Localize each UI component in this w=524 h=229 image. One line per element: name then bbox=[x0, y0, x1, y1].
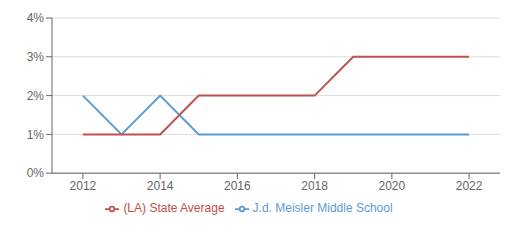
svg-text:2020: 2020 bbox=[379, 179, 406, 193]
svg-text:2012: 2012 bbox=[70, 179, 97, 193]
svg-text:2014: 2014 bbox=[147, 179, 174, 193]
svg-text:2016: 2016 bbox=[224, 179, 251, 193]
html-text:(LA) State Average: (LA) State Average bbox=[123, 201, 225, 216]
svg-text:2018: 2018 bbox=[301, 179, 328, 193]
svg-text:3%: 3% bbox=[27, 50, 45, 64]
html-text:J.d. Meisler Middle School: J.d. Meisler Middle School bbox=[252, 201, 393, 216]
svg-text:1%: 1% bbox=[27, 128, 45, 142]
svg-text:4%: 4% bbox=[27, 11, 45, 25]
svg-text:2%: 2% bbox=[27, 89, 45, 103]
svg-text:2022: 2022 bbox=[456, 179, 483, 193]
svg-text:0%: 0% bbox=[27, 166, 45, 180]
